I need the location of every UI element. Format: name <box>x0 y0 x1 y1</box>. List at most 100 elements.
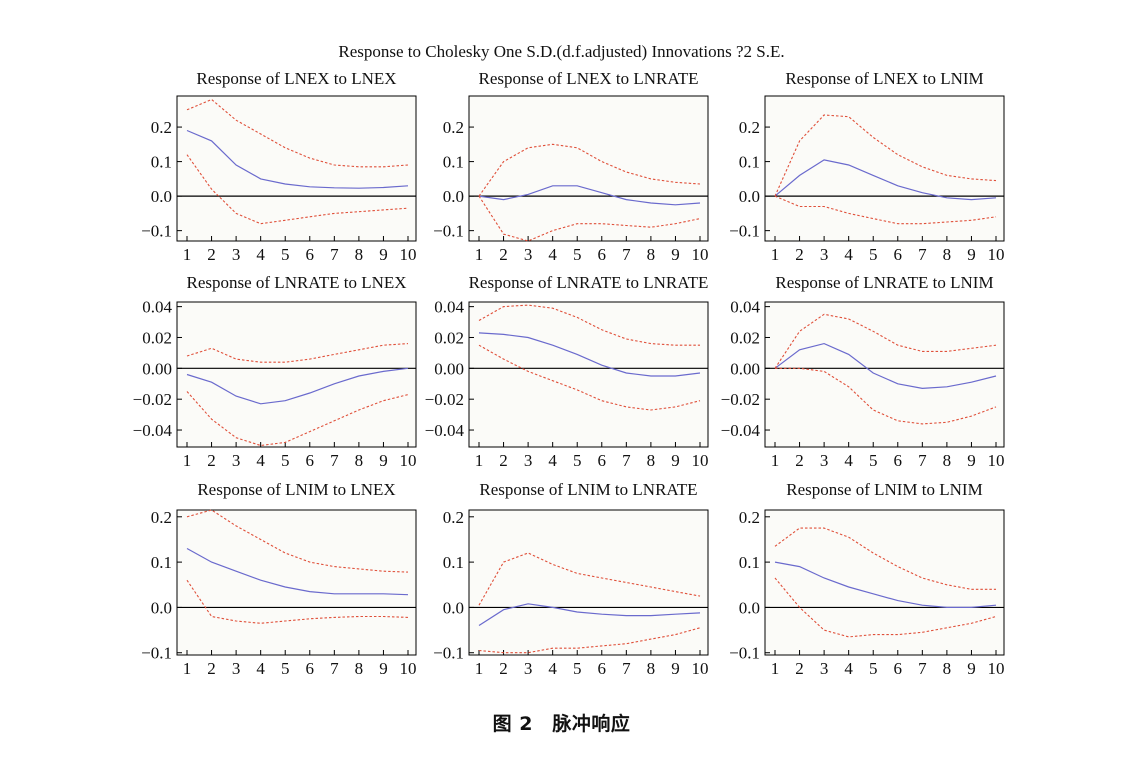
x-tick-label: 4 <box>256 659 265 678</box>
panel-title: Response of LNEX to LNRATE <box>478 69 698 88</box>
x-tick-label: 1 <box>771 245 780 264</box>
x-tick-label: 6 <box>306 659 315 678</box>
upper-band-line <box>186 509 409 573</box>
plot-frame <box>176 509 417 656</box>
x-tick-label: 9 <box>379 245 388 264</box>
x-tick-label: 6 <box>894 245 903 264</box>
irf-panel: Response of LNIM to LNEX −0.1 0.0 0.1 0.2 1 2 3… <box>141 480 417 678</box>
x-tick-label: 8 <box>647 245 656 264</box>
upper-band-line <box>478 143 701 197</box>
y-tick-label: −0.1 <box>433 222 464 241</box>
x-tick-label: 10 <box>400 245 417 264</box>
x-tick-label: 2 <box>499 659 508 678</box>
x-tick-label: 5 <box>281 659 290 678</box>
x-tick-label: 8 <box>943 451 952 470</box>
x-tick-label: 1 <box>771 659 780 678</box>
x-tick-label: 5 <box>573 451 582 470</box>
plot-frame <box>764 301 1005 448</box>
lower-band-line <box>186 391 409 447</box>
x-tick-label: 1 <box>475 451 484 470</box>
x-tick-label: 6 <box>894 451 903 470</box>
x-tick-label: 8 <box>355 659 364 678</box>
y-tick-label: 0.2 <box>739 118 760 137</box>
irf-panel: Response of LNRATE to LNIM −0.04 −0.02 0.00… <box>721 273 1005 470</box>
upper-band-line <box>186 98 409 168</box>
y-tick-label: 0.00 <box>142 359 172 378</box>
x-tick-label: 3 <box>524 451 533 470</box>
x-tick-label: 5 <box>281 245 290 264</box>
plot-frame <box>764 95 1005 242</box>
x-tick-label: 3 <box>232 245 241 264</box>
lower-band-line <box>186 154 409 225</box>
x-tick-label: 10 <box>692 659 709 678</box>
x-tick-label: 10 <box>988 659 1005 678</box>
panel-title: Response of LNIM to LNRATE <box>479 480 697 499</box>
x-tick-label: 3 <box>232 451 241 470</box>
x-tick-label: 7 <box>330 245 339 264</box>
y-tick-label: 0.1 <box>443 553 464 572</box>
panel-title: Response of LNEX to LNEX <box>196 69 396 88</box>
x-tick-label: 10 <box>400 451 417 470</box>
x-tick-label: 4 <box>548 245 557 264</box>
y-tick-label: 0.02 <box>142 328 172 347</box>
irf-panel: Response of LNRATE to LNRATE −0.04 −0.02 0.… <box>425 273 709 470</box>
plot-frame <box>176 301 417 448</box>
x-tick-label: 1 <box>183 451 192 470</box>
x-tick-label: 2 <box>795 659 804 678</box>
lower-band-line <box>478 627 701 654</box>
figure-title: Response to Cholesky One S.D.(d.f.adjust… <box>338 42 785 61</box>
plot-frame <box>176 95 417 242</box>
x-tick-label: 4 <box>256 245 265 264</box>
lower-band-line <box>775 367 997 425</box>
y-tick-label: −0.1 <box>141 644 172 663</box>
y-tick-label: 0.04 <box>434 298 464 317</box>
plot-frame <box>468 95 709 242</box>
upper-band-line <box>478 304 700 346</box>
x-tick-label: 4 <box>844 451 853 470</box>
y-tick-label: 0.0 <box>151 187 172 206</box>
x-tick-label: 6 <box>598 659 607 678</box>
lower-band-line <box>478 344 701 411</box>
x-tick-label: 2 <box>207 245 216 264</box>
x-tick-label: 10 <box>988 451 1005 470</box>
lower-band-line <box>774 577 997 638</box>
lower-band-line <box>186 579 409 624</box>
x-tick-label: 1 <box>183 659 192 678</box>
x-tick-label: 8 <box>355 451 364 470</box>
y-tick-label: 0.02 <box>434 328 464 347</box>
plot-frame <box>764 509 1005 656</box>
x-tick-label: 1 <box>475 245 484 264</box>
irf-panel: Response of LNEX to LNIM −0.1 0.0 0.1 0.2 1 2 3… <box>729 69 1005 264</box>
x-tick-label: 3 <box>820 659 829 678</box>
x-tick-label: 4 <box>548 659 557 678</box>
x-tick-label: 3 <box>820 451 829 470</box>
x-tick-label: 5 <box>869 659 878 678</box>
y-tick-label: −0.1 <box>729 222 760 241</box>
y-tick-label: 0.02 <box>730 328 760 347</box>
y-tick-label: 0.1 <box>151 153 172 172</box>
y-tick-label: 0.2 <box>443 118 464 137</box>
response-line <box>478 332 701 377</box>
response-line <box>774 342 997 390</box>
y-tick-label: 0.0 <box>739 187 760 206</box>
y-tick-label: 0.2 <box>151 118 172 137</box>
x-tick-label: 10 <box>692 451 709 470</box>
irf-panel: Response of LNIM to LNRATE −0.1 0.0 0.1 0.2 1… <box>433 480 709 678</box>
y-tick-label: −0.02 <box>133 390 172 409</box>
x-tick-label: 3 <box>524 659 533 678</box>
y-tick-label: −0.1 <box>729 644 760 663</box>
x-tick-label: 7 <box>918 451 927 470</box>
x-tick-label: 8 <box>647 659 656 678</box>
x-tick-label: 6 <box>598 245 607 264</box>
y-tick-label: 0.0 <box>151 598 172 617</box>
irf-panel: Response of LNIM to LNIM −0.1 0.0 0.1 0.2 1 2 3… <box>729 480 1005 678</box>
y-tick-label: −0.04 <box>721 421 761 440</box>
x-tick-label: 5 <box>869 451 878 470</box>
panel-title: Response of LNRATE to LNEX <box>186 273 406 292</box>
y-tick-label: 0.1 <box>151 553 172 572</box>
response-line <box>774 159 997 201</box>
x-tick-label: 8 <box>647 451 656 470</box>
y-tick-label: −0.1 <box>433 644 464 663</box>
x-tick-label: 2 <box>499 451 508 470</box>
